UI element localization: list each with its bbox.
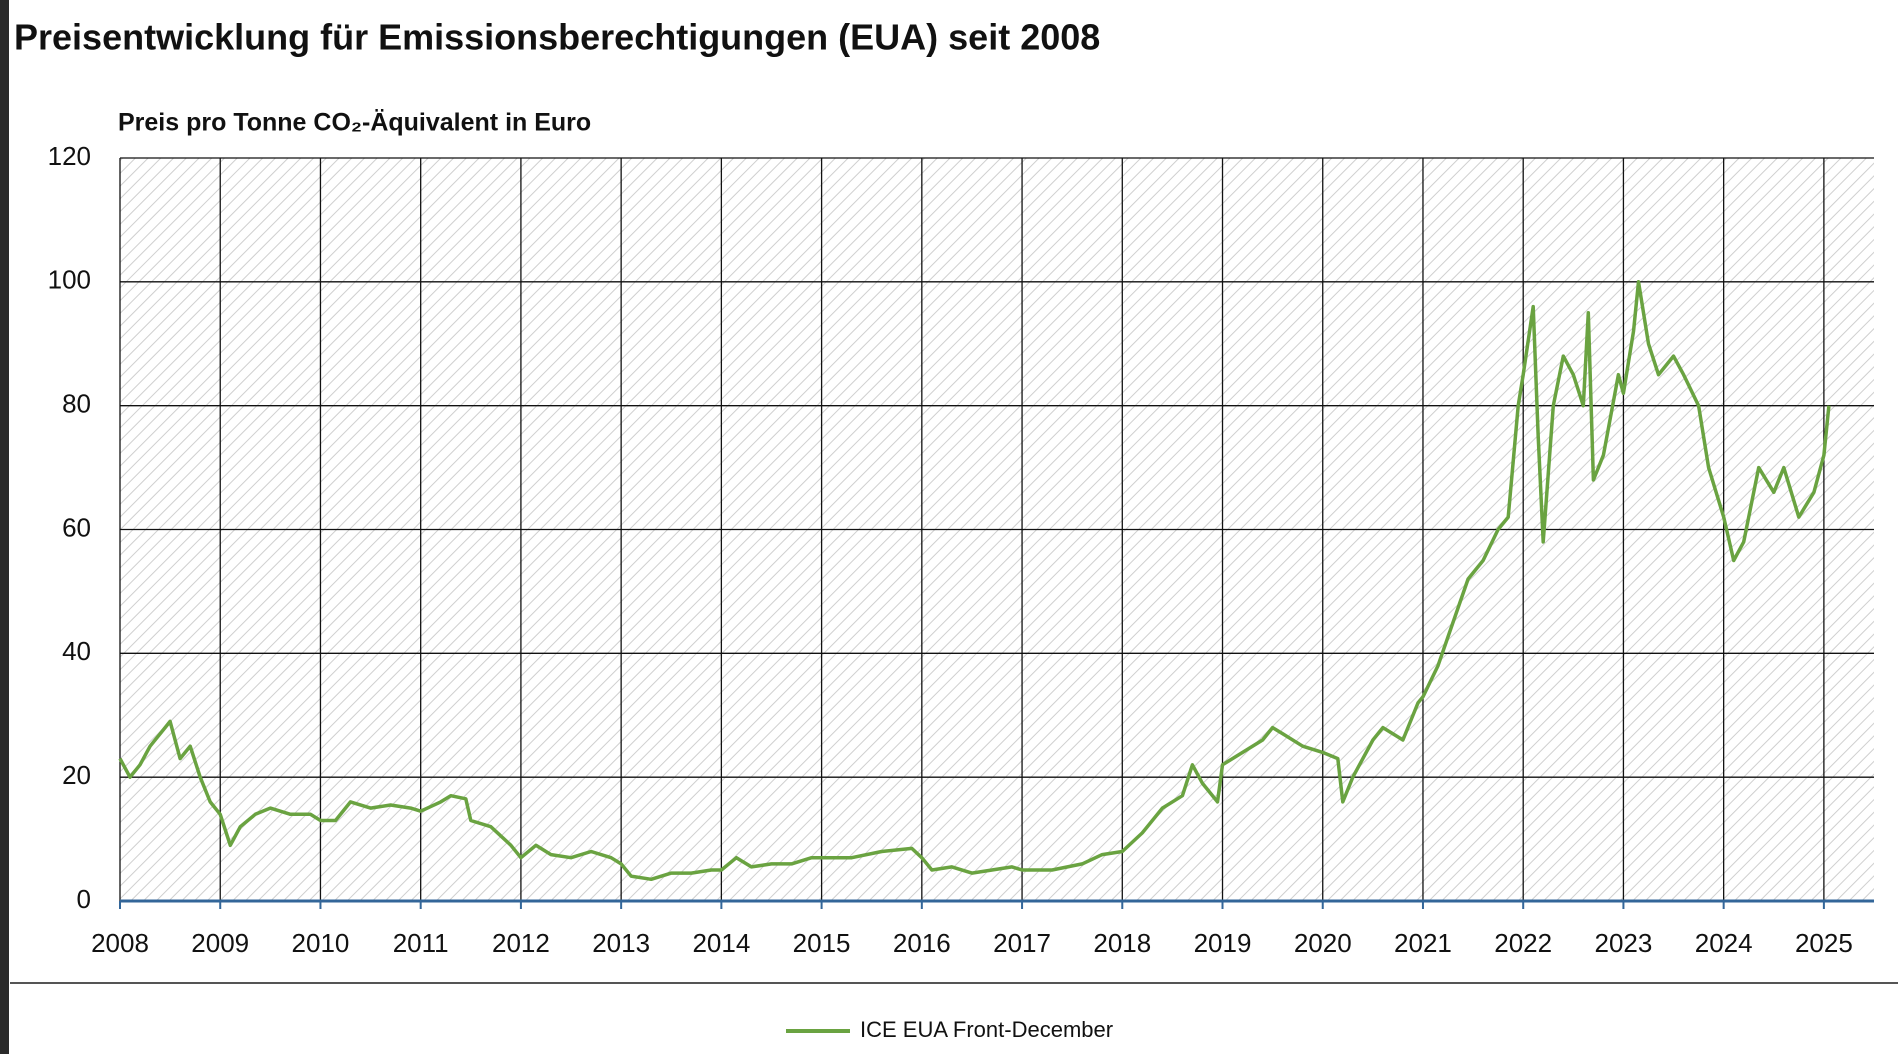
x-tick-label: 2017 — [993, 928, 1051, 958]
x-tick-label: 2019 — [1194, 928, 1252, 958]
y-axis-label: Preis pro Tonne CO₂-Äquivalent in Euro — [118, 109, 591, 137]
x-tick-label: 2025 — [1795, 928, 1853, 958]
x-tick-label: 2014 — [692, 928, 750, 958]
data-line — [118, 280, 1831, 882]
x-tick-label: 2023 — [1595, 928, 1653, 958]
x-tick-label: 2018 — [1093, 928, 1151, 958]
x-tick-label: 2010 — [292, 928, 350, 958]
x-tick-label: 2008 — [91, 928, 149, 958]
chart-title: Preisentwicklung für Emissionsberechtigu… — [14, 17, 1100, 58]
left-edge — [0, 0, 9, 1054]
y-tick-label: 100 — [48, 265, 91, 295]
y-tick-label: 20 — [62, 760, 91, 790]
y-tick-label: 40 — [62, 636, 91, 666]
x-tick-label: 2022 — [1494, 928, 1552, 958]
x-tick-label: 2009 — [191, 928, 249, 958]
y-tick-label: 80 — [62, 389, 91, 419]
y-tick-label: 120 — [48, 141, 91, 171]
x-tick-label: 2011 — [393, 928, 449, 958]
y-tick-label: 60 — [62, 512, 91, 542]
y-tick-label: 0 — [77, 884, 91, 914]
x-tick-label: 2015 — [793, 928, 851, 958]
x-tick-label: 2024 — [1695, 928, 1753, 958]
x-tick-label: 2021 — [1394, 928, 1452, 958]
x-tick-label: 2012 — [492, 928, 550, 958]
x-tick-label: 2020 — [1294, 928, 1352, 958]
x-tick-label: 2013 — [592, 928, 650, 958]
x-tick-label: 2016 — [893, 928, 951, 958]
legend-label: ICE EUA Front-December — [860, 1017, 1113, 1042]
